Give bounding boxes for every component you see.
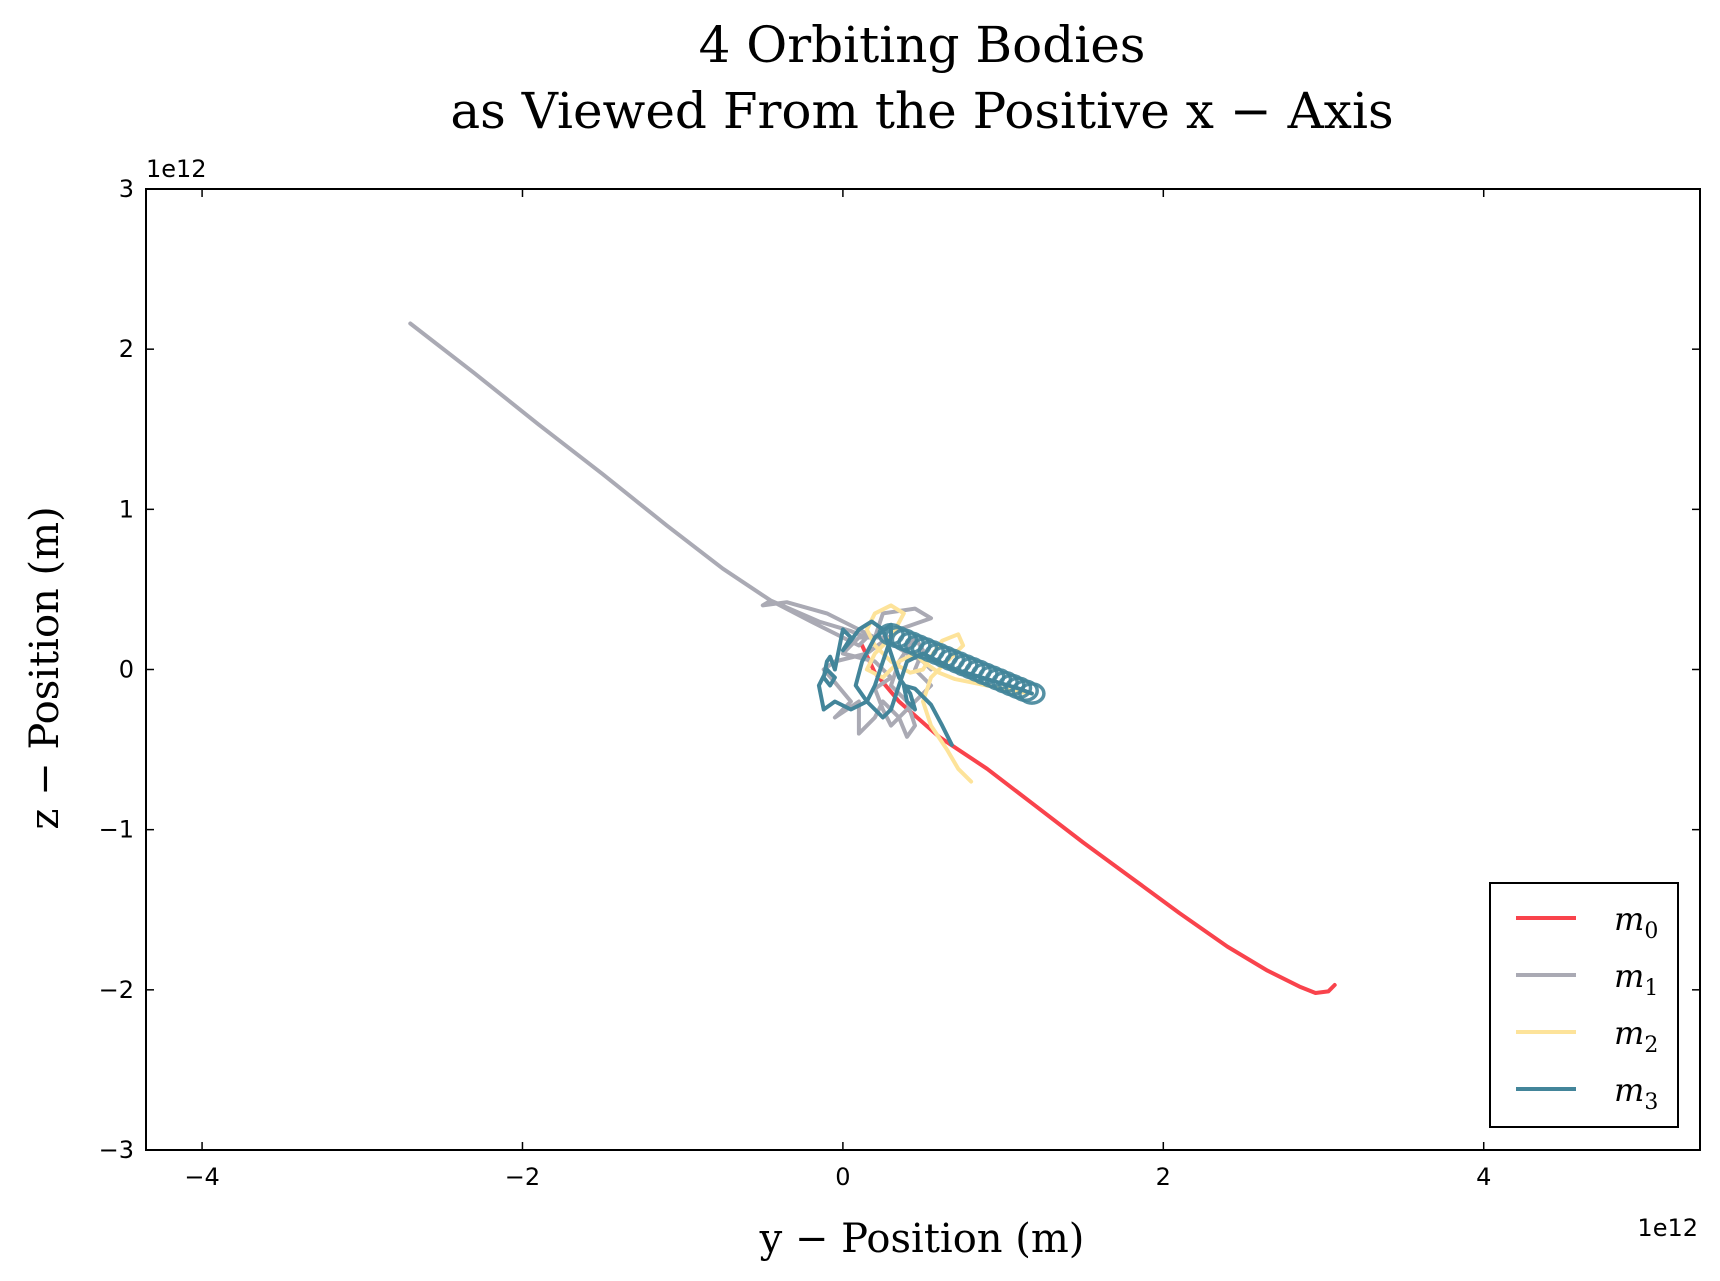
y-tick-label: 0 [119,656,134,684]
y-tick-label: 2 [119,335,134,363]
chart-title-line-2: as Viewed From the Positive x − Axis [450,82,1393,140]
legend-box [1489,882,1679,1128]
y-offset-label: 1e12 [146,155,207,183]
series-line-m3 [816,619,1034,747]
y-axis-label: z − Position (m) [22,506,68,829]
y-tick-label: −1 [99,816,134,844]
x-offset-label: 1e12 [1637,1214,1698,1242]
x-axis-ticks: −4 −2 0 2 4 [184,189,1491,1191]
series-line-m1 [408,321,933,739]
series-layer [408,321,1337,995]
x-tick-label: −4 [184,1163,219,1191]
y-tick-label: −3 [99,1136,134,1164]
orbit-loop-m3 [1018,682,1046,705]
y-axis-ticks: −3 −2 −1 0 1 2 3 [99,175,1700,1164]
chart-title: 4 Orbiting Bodies as Viewed From the Pos… [450,16,1393,140]
x-tick-label: 0 [835,1163,850,1191]
plot-area: −4 −2 0 2 4 −3 −2 −1 0 1 2 3 [99,175,1701,1191]
y-tick-label: 3 [119,175,134,203]
x-tick-label: 4 [1476,1163,1491,1191]
x-tick-label: 2 [1156,1163,1171,1191]
x-axis-label: y − Position (m) [759,1216,1085,1262]
series-line-m2 [864,603,1034,784]
y-tick-label: −2 [99,976,134,1004]
y-tick-label: 1 [119,495,134,523]
x-tick-label: −2 [505,1163,540,1191]
chart-title-line-1: 4 Orbiting Bodies [699,16,1146,74]
